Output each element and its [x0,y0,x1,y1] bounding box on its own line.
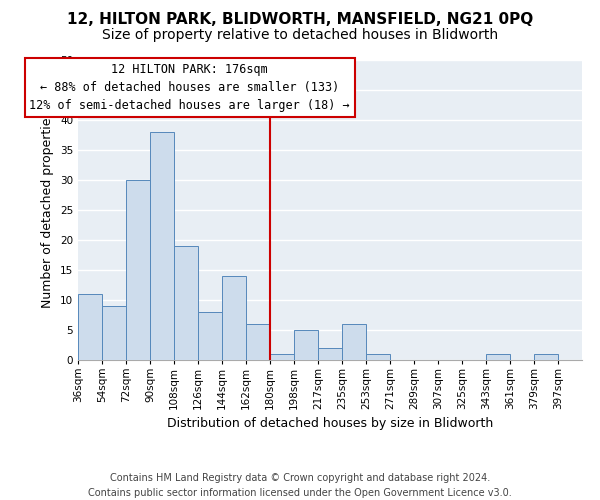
Bar [294,330,318,360]
X-axis label: Distribution of detached houses by size in Blidworth: Distribution of detached houses by size … [167,418,493,430]
Text: 12, HILTON PARK, BLIDWORTH, MANSFIELD, NG21 0PQ: 12, HILTON PARK, BLIDWORTH, MANSFIELD, N… [67,12,533,28]
Bar [222,276,246,360]
Bar [270,354,294,360]
Text: 12 HILTON PARK: 176sqm
← 88% of detached houses are smaller (133)
12% of semi-de: 12 HILTON PARK: 176sqm ← 88% of detached… [29,63,350,112]
Text: Contains HM Land Registry data © Crown copyright and database right 2024.
Contai: Contains HM Land Registry data © Crown c… [88,472,512,498]
Bar [534,354,558,360]
Text: Size of property relative to detached houses in Blidworth: Size of property relative to detached ho… [102,28,498,42]
Bar [78,294,102,360]
Bar [366,354,390,360]
Bar [174,246,198,360]
Bar [342,324,366,360]
Bar [126,180,150,360]
Y-axis label: Number of detached properties: Number of detached properties [41,112,55,308]
Bar [198,312,222,360]
Bar [318,348,342,360]
Bar [246,324,270,360]
Bar [150,132,174,360]
Bar [486,354,510,360]
Bar [102,306,126,360]
